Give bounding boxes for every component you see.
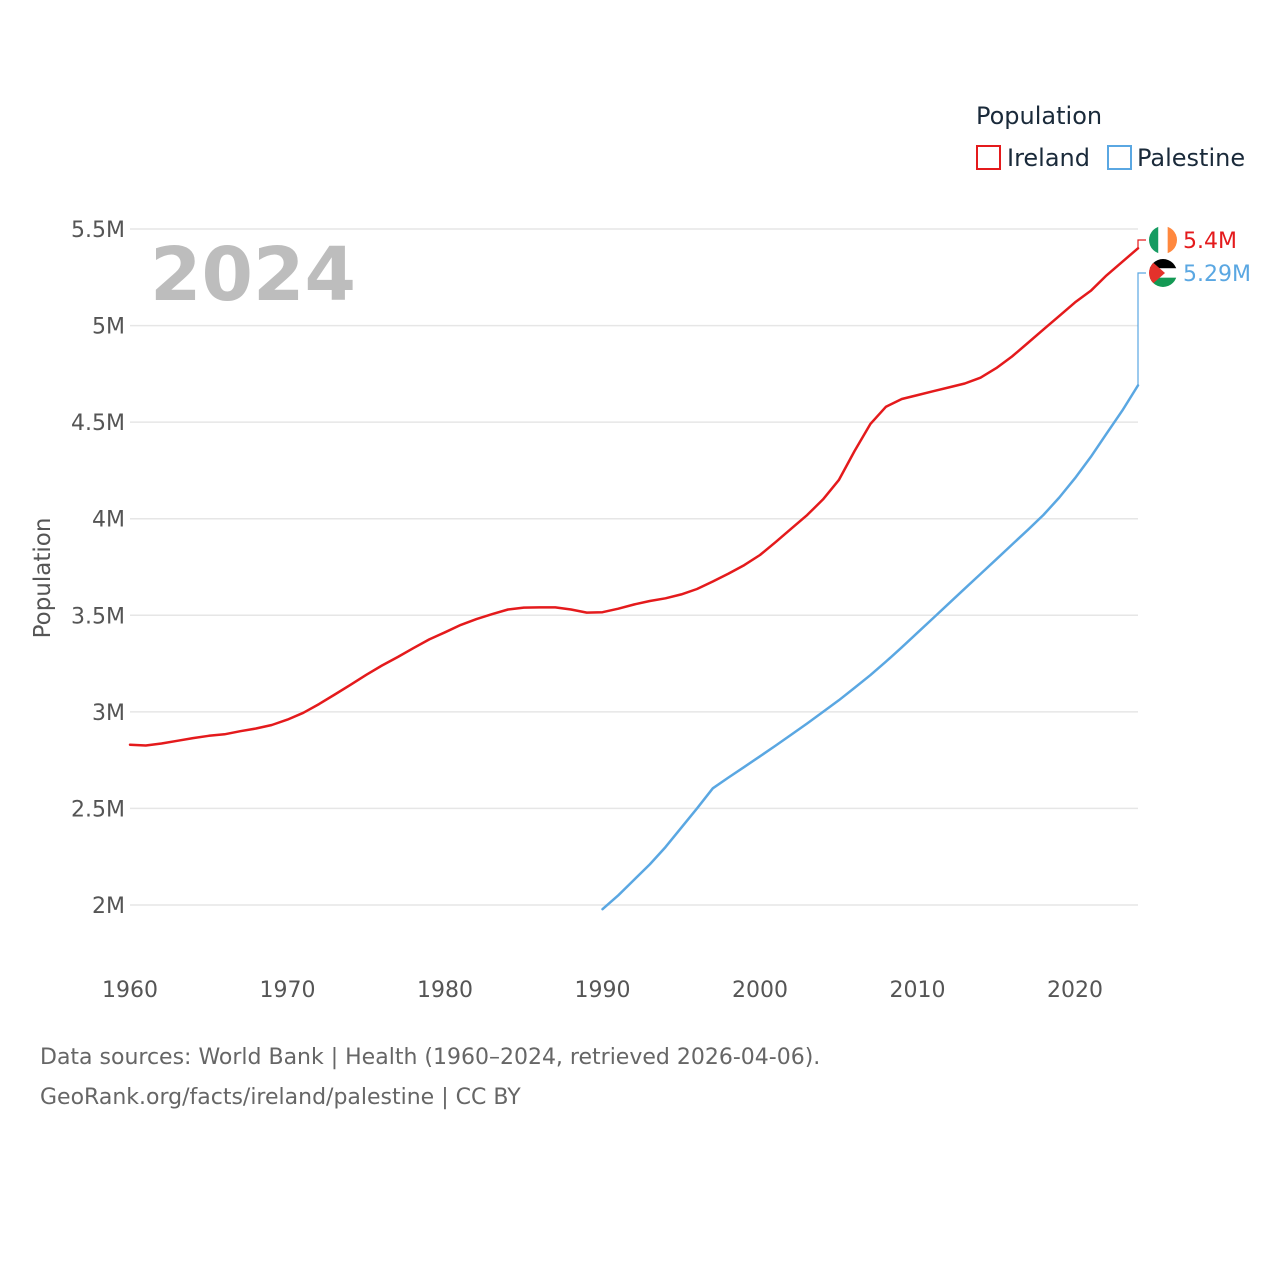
y-tick-label: 5M	[92, 315, 125, 340]
x-tick-label: 2020	[1047, 978, 1103, 1003]
series-end-markers: 5.4M 5.29M	[1137, 226, 1251, 386]
legend: Population Ireland Palestine	[976, 102, 1245, 172]
y-tick-label: 5.5M	[71, 218, 125, 243]
y-tick-label: 3.5M	[71, 604, 125, 629]
legend-swatch-palestine[interactable]	[1107, 145, 1132, 170]
x-axis-ticks: 1960 1970 1980 1990 2000 2010 2020	[102, 978, 1103, 1003]
year-watermark: 2024	[150, 232, 356, 318]
source-line-1: Data sources: World Bank | Health (1960–…	[40, 1045, 821, 1070]
end-connector	[1137, 239, 1146, 249]
y-tick-label: 2.5M	[71, 797, 125, 822]
end-value-label-ireland: 5.4M	[1183, 229, 1237, 254]
y-tick-label: 3M	[92, 701, 125, 726]
end-connector	[1137, 272, 1146, 386]
source-line-2[interactable]: GeoRank.org/facts/ireland/palestine | CC…	[40, 1085, 521, 1110]
series-lines	[128, 247, 1140, 911]
palestine-flag-icon	[1149, 259, 1177, 287]
series-line-ireland[interactable]	[128, 247, 1140, 747]
legend-label-ireland[interactable]: Ireland	[1007, 144, 1090, 172]
y-tick-label: 2M	[92, 894, 125, 919]
series-line-palestine[interactable]	[601, 384, 1140, 911]
population-chart: 2M 2.5M 3M 3.5M 4M 4.5M 5M 5.5M 1960 1970 1980 199…	[30, 102, 1251, 1003]
x-tick-label: 1960	[102, 978, 158, 1003]
x-tick-label: 1980	[417, 978, 473, 1003]
y-tick-label: 4.5M	[71, 411, 125, 436]
x-tick-label: 2010	[890, 978, 946, 1003]
end-value-label-palestine: 5.29M	[1183, 262, 1251, 287]
legend-title: Population	[976, 102, 1102, 130]
legend-label-palestine[interactable]: Palestine	[1137, 144, 1245, 172]
ireland-flag-icon	[1149, 226, 1177, 254]
legend-swatch-ireland[interactable]	[976, 145, 1001, 170]
x-tick-label: 1990	[575, 978, 631, 1003]
y-tick-label: 4M	[92, 508, 125, 533]
gridlines	[130, 228, 1138, 906]
y-axis-label: Population	[30, 518, 56, 639]
x-tick-label: 1970	[260, 978, 316, 1003]
y-axis-ticks: 2M 2.5M 3M 3.5M 4M 4.5M 5M 5.5M	[71, 218, 125, 919]
x-tick-label: 2000	[732, 978, 788, 1003]
